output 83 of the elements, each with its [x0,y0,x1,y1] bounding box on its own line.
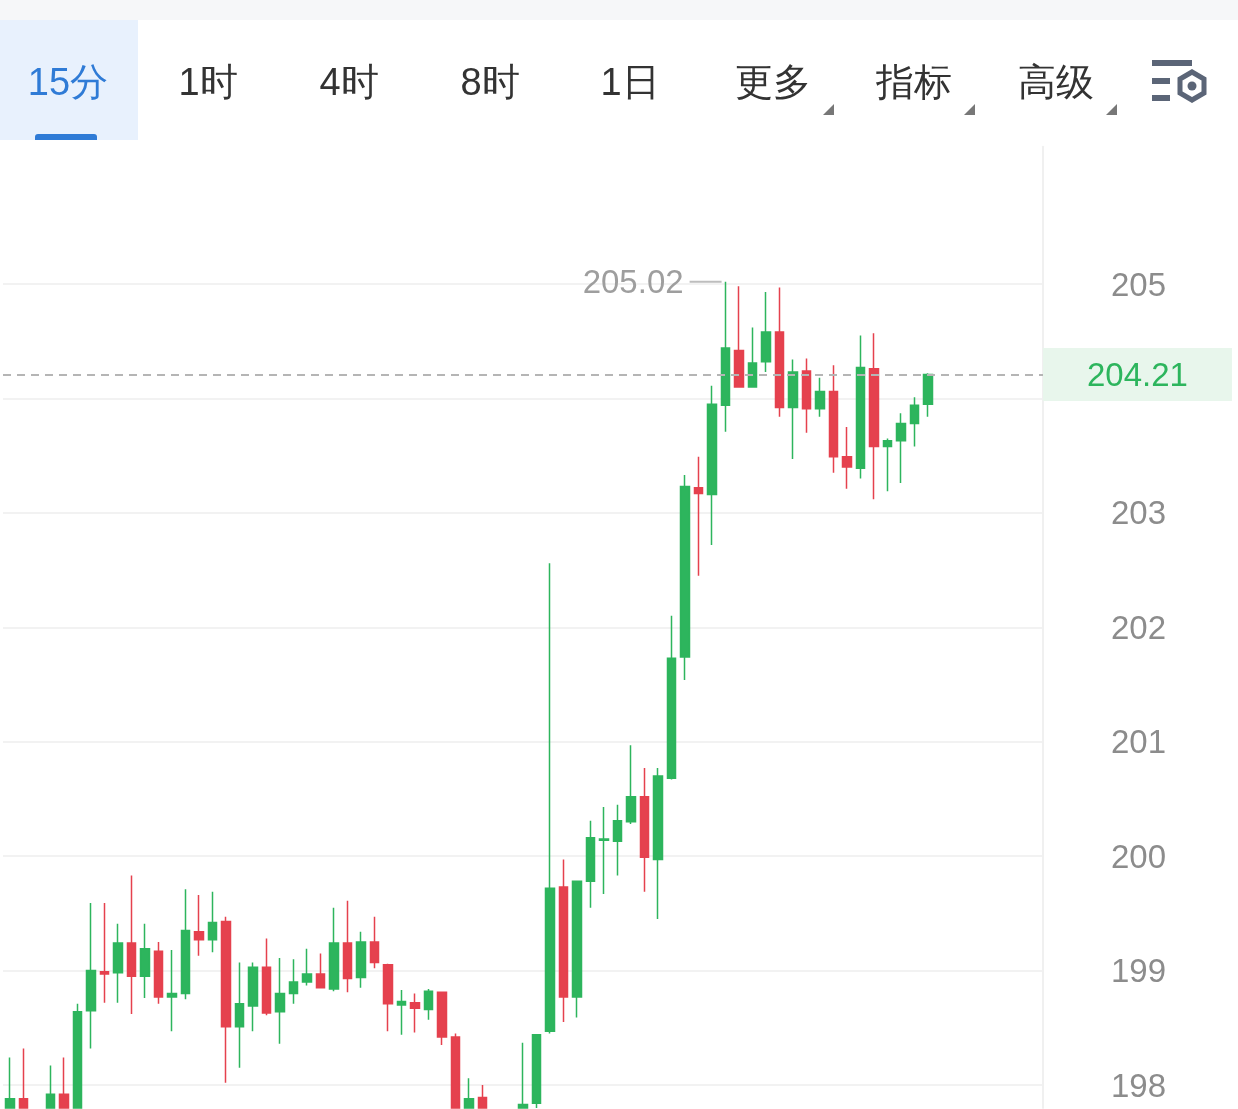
candlestick [72,1003,83,1109]
text: 1时 [177,60,239,105]
candlestick [193,894,205,957]
candlestick [855,334,866,480]
ref-line-label: 204.21 [1087,355,1188,393]
candlestick [288,958,299,1005]
text: 指标 [875,60,953,105]
candlestick [247,961,259,1032]
candlestick [369,916,380,970]
candlestick [450,1032,461,1109]
candlestick [180,888,191,1000]
candlestick [342,900,353,994]
candlestick [720,280,731,433]
y-tick-label: 199 [1111,952,1167,990]
text: 4时 [318,60,380,105]
candlestick [423,988,434,1021]
candlestick [814,377,826,418]
candlestick [126,874,137,1015]
candlestick [679,474,691,681]
candlestick [112,922,124,1004]
candlestick [436,991,448,1046]
candlestick [882,437,893,492]
candlestick [58,1056,70,1109]
candlestick [693,456,704,577]
candlestick [207,890,218,954]
candlestick [841,426,853,490]
text: 15分 [26,60,110,105]
candlestick [45,1064,56,1109]
candlestick [85,902,97,1050]
candlestick [868,332,880,500]
candlestick [652,767,664,920]
candlestick [598,806,610,895]
y-tick-label: 200 [1111,837,1167,875]
candlestick [531,1033,542,1109]
candlestick [409,992,421,1034]
text: 更多 [734,60,812,105]
candlestick [139,922,151,999]
candlestick [909,396,920,448]
y-tick-label: 202 [1111,608,1167,646]
y-tick-label: 198 [1111,1066,1167,1104]
candlestick [747,326,758,388]
candlestick [585,819,596,909]
candlestick [922,372,934,418]
candlestick [733,285,745,388]
candlestick [301,948,313,987]
candlestick [801,357,812,434]
candlestick [315,952,326,989]
y-tick-label: 205 [1111,265,1167,303]
candlestick [666,615,677,781]
candlestick [787,358,799,460]
candlestick [760,291,772,373]
text: 8时 [459,60,521,105]
candlestick [153,941,164,1005]
candlestick [328,906,340,992]
candlestick [396,989,407,1036]
annotation: 205.02 [582,263,684,301]
candlestick [477,1084,488,1109]
candlestick [895,412,907,484]
text: 高级 [1017,60,1095,105]
candlestick [517,1041,529,1109]
candlestick [639,767,650,893]
candlestick [612,803,623,877]
text: 1日 [599,60,661,105]
candlestick [261,937,272,1016]
candlestick [558,858,569,1023]
candlestick [220,916,232,1084]
y-tick-label: 203 [1111,494,1167,532]
candlestick [625,744,637,825]
candlestick [544,562,556,1035]
candlestick [828,364,839,474]
candlestick [463,1077,475,1109]
candlestick [166,949,178,1032]
candlestick [4,1056,16,1109]
y-tick-label: 201 [1111,723,1167,761]
candlestick [18,1047,29,1109]
candlestick [99,902,110,1004]
candlestick [234,961,245,1069]
candlestick [274,957,286,1045]
candlestick [355,930,367,989]
candlestick [571,880,583,1019]
candlestick [706,385,718,546]
candlestick [774,286,785,418]
candlestick [382,962,394,1032]
